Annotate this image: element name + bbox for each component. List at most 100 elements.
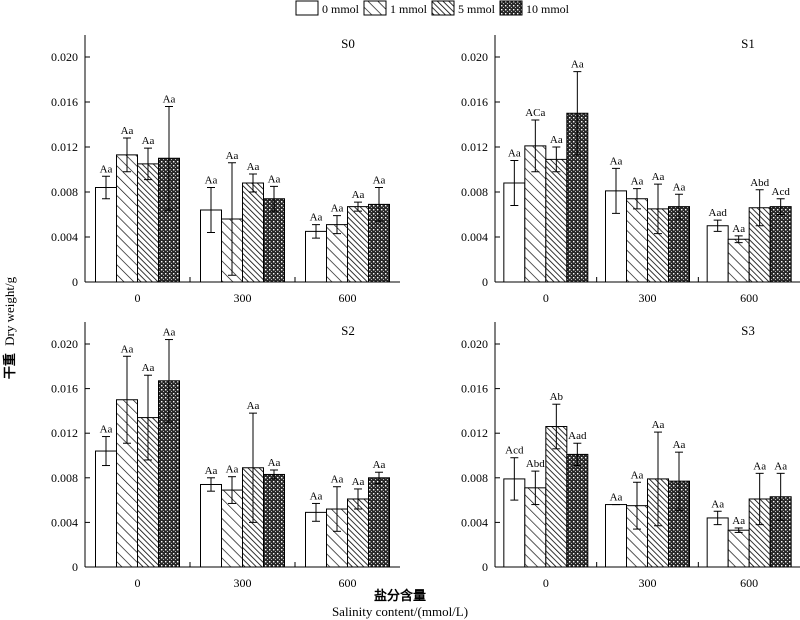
legend-swatch-3 xyxy=(499,0,523,16)
bar xyxy=(95,187,117,283)
significance-label: Aa xyxy=(331,203,344,215)
bar xyxy=(605,504,627,568)
legend-swatch-2 xyxy=(431,0,455,16)
significance-label: Aa xyxy=(631,176,644,188)
significance-label: Aa xyxy=(610,492,623,504)
significance-label: Aa xyxy=(373,459,386,471)
significance-label: Aa xyxy=(268,173,281,185)
x-tick-label: 0 xyxy=(543,291,549,305)
y-tick-label: 0.012 xyxy=(461,140,488,154)
panel-s1: 0 0.004 0.008 0.012 0.016 0.020 0 Aa ACa Aa Aa 300 A… xyxy=(461,35,800,305)
significance-label: Aa xyxy=(100,424,113,436)
x-tick-label: 300 xyxy=(234,291,252,305)
y-tick-label: 0 xyxy=(72,560,78,574)
legend-swatch-1 xyxy=(363,0,387,16)
significance-label: Aa xyxy=(652,171,665,183)
significance-label: Aa xyxy=(100,163,113,175)
significance-label: Aa xyxy=(753,460,766,472)
y-tick-label: 0 xyxy=(482,275,488,289)
significance-label: Aa xyxy=(226,464,239,476)
x-tick-label: 600 xyxy=(339,576,357,590)
significance-label: ACa xyxy=(525,107,545,119)
y-tick-label: 0.012 xyxy=(461,426,488,440)
bar xyxy=(347,206,369,283)
y-tick-label: 0.020 xyxy=(51,50,78,64)
x-tick-label: 300 xyxy=(234,576,252,590)
significance-label: Acd xyxy=(505,445,524,457)
significance-label: Aa xyxy=(205,465,218,477)
significance-label: Aa xyxy=(205,175,218,187)
panel-label: S2 xyxy=(341,323,355,338)
significance-label: Aa xyxy=(352,476,365,488)
y-tick-label: 0 xyxy=(482,560,488,574)
legend-swatch-0 xyxy=(295,0,319,16)
significance-label: Aa xyxy=(610,155,623,167)
x-tick-label: 600 xyxy=(740,291,758,305)
y-tick-label: 0.004 xyxy=(461,515,488,529)
significance-label: Aa xyxy=(142,362,155,374)
x-axis-title-cn: 盐分含量 xyxy=(374,588,426,603)
significance-label: Aad xyxy=(709,207,728,219)
bar xyxy=(263,473,285,568)
significance-label: Ab xyxy=(550,391,564,403)
y-axis-title-cn: 干重 xyxy=(2,353,17,379)
significance-label: Aa xyxy=(631,469,644,481)
panel-s2: 0 0.004 0.008 0.012 0.016 0.020 0 Aa Aa Aa Aa 300 Aa… xyxy=(51,322,400,590)
panel-s0: 0 0.004 0.008 0.012 0.016 0.020 0 Aa Aa Aa Aa 300 Aa… xyxy=(51,35,400,305)
significance-label: Aa xyxy=(508,148,521,160)
y-tick-label: 0.008 xyxy=(51,185,78,199)
y-tick-label: 0.004 xyxy=(51,230,78,244)
significance-label: Aa xyxy=(121,343,134,355)
y-axis-title: 干重 Dry weight/g xyxy=(2,276,17,379)
y-tick-label: 0.008 xyxy=(461,471,488,485)
significance-label: Aa xyxy=(247,161,260,173)
y-tick-label: 0 xyxy=(72,275,78,289)
significance-label: Aa xyxy=(268,457,281,469)
significance-label: Aa xyxy=(226,150,239,162)
significance-label: Aa xyxy=(732,223,745,235)
significance-label: Aad xyxy=(568,430,587,442)
x-tick-label: 0 xyxy=(543,576,549,590)
y-tick-label: 0.004 xyxy=(51,515,78,529)
bar xyxy=(200,483,222,568)
significance-label: Aa xyxy=(247,400,260,412)
bar xyxy=(305,230,327,283)
significance-label: Abd xyxy=(526,458,545,470)
y-tick-label: 0.012 xyxy=(51,140,78,154)
panel-label: S1 xyxy=(741,36,755,51)
significance-label: Aa xyxy=(121,125,134,137)
significance-label: Aa xyxy=(550,134,563,146)
panels: 0 0.004 0.008 0.012 0.016 0.020 0 Aa Aa Aa Aa 300 Aa… xyxy=(51,35,800,590)
y-tick-label: 0.020 xyxy=(461,337,488,351)
x-axis-title-en: Salinity content/(mmol/L) xyxy=(332,604,468,619)
significance-label: Aa xyxy=(571,59,584,71)
y-tick-label: 0.008 xyxy=(51,471,78,485)
bar xyxy=(242,182,264,283)
significance-label: Aa xyxy=(310,212,323,224)
bar xyxy=(769,206,792,283)
x-tick-label: 300 xyxy=(639,291,657,305)
significance-label: Aa xyxy=(373,175,386,187)
significance-label: Aa xyxy=(732,515,745,527)
legend: 0 mmol 1 mmol 5 mmol 10 mmol xyxy=(295,0,570,16)
y-tick-label: 0.008 xyxy=(461,185,488,199)
significance-label: Aa xyxy=(142,135,155,147)
bar xyxy=(116,154,138,283)
y-tick-label: 0.020 xyxy=(461,50,488,64)
bar xyxy=(727,238,750,283)
bar xyxy=(706,517,729,568)
x-tick-label: 600 xyxy=(339,291,357,305)
bar xyxy=(626,198,648,283)
y-tick-label: 0.016 xyxy=(461,95,488,109)
significance-label: Aa xyxy=(673,181,686,193)
y-tick-label: 0.020 xyxy=(51,337,78,351)
significance-label: Aa xyxy=(673,439,686,451)
bar xyxy=(727,529,750,568)
x-tick-label: 0 xyxy=(135,576,141,590)
significance-label: Aa xyxy=(774,460,787,472)
significance-label: Aa xyxy=(652,419,665,431)
y-tick-label: 0.012 xyxy=(51,426,78,440)
x-tick-label: 600 xyxy=(740,576,758,590)
